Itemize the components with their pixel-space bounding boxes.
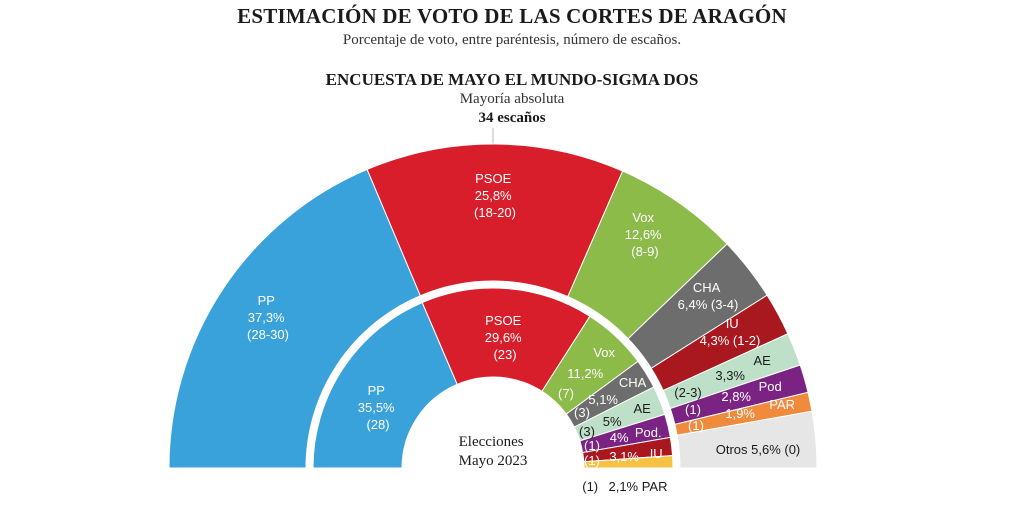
label-outer-iu: IU 4,3% (1-2) bbox=[700, 316, 761, 348]
label-outer-par: PAR 1,9% (1) bbox=[688, 397, 799, 433]
label-inner-ae: AE 5% (3) bbox=[579, 401, 654, 439]
label-outer-vox: Vox 12,6% (8-9) bbox=[625, 210, 666, 259]
inner-center-label: Elecciones Mayo 2023 bbox=[459, 434, 528, 469]
label-inner-cha: CHA 5,1% (3) bbox=[574, 375, 649, 420]
label-inner-pp: PP 35,5% (28) bbox=[358, 383, 399, 432]
label-inner-par: (1) 2,1% PAR bbox=[582, 479, 667, 494]
inner-segment-par bbox=[583, 455, 674, 469]
label-outer-psoe: PSOE 25,8% (18-20) bbox=[474, 171, 516, 220]
majority-seats: 34 escaños bbox=[478, 110, 546, 126]
label-outer-ae: AE 3,3% (2-3) bbox=[674, 353, 774, 400]
outer-segment-pp bbox=[168, 168, 422, 469]
label-inner-pod: Pod. 4% (1) bbox=[584, 425, 665, 453]
label-outer-cha: CHA 6,4% (3-4) bbox=[678, 280, 739, 312]
label-outer-otros: Otros 5,6% (0) bbox=[716, 442, 801, 457]
outer-segment-otros bbox=[676, 410, 818, 469]
majority-label: Mayoría absoluta bbox=[459, 91, 565, 107]
inner-ring bbox=[312, 287, 674, 469]
survey-title: ENCUESTA DE MAYO EL MUNDO-SIGMA DOS bbox=[325, 70, 699, 89]
outer-ring bbox=[168, 143, 818, 469]
chart-title: ESTIMACIÓN DE VOTO DE LAS CORTES DE ARAG… bbox=[237, 4, 787, 28]
label-inner-vox: Vox 11,2% (7) bbox=[558, 345, 619, 401]
label-outer-pp: PP 37,3% (28-30) bbox=[247, 293, 289, 342]
chart-subtitle: Porcentaje de voto, entre paréntesis, nú… bbox=[342, 32, 682, 48]
label-inner-psoe: PSOE 29,6% (23) bbox=[485, 313, 526, 362]
inner-segment-pp bbox=[312, 301, 458, 469]
label-inner-iu: IU 3,1% (1) bbox=[584, 446, 666, 468]
label-outer-pod: Pod 2,8% (1) bbox=[685, 379, 785, 417]
